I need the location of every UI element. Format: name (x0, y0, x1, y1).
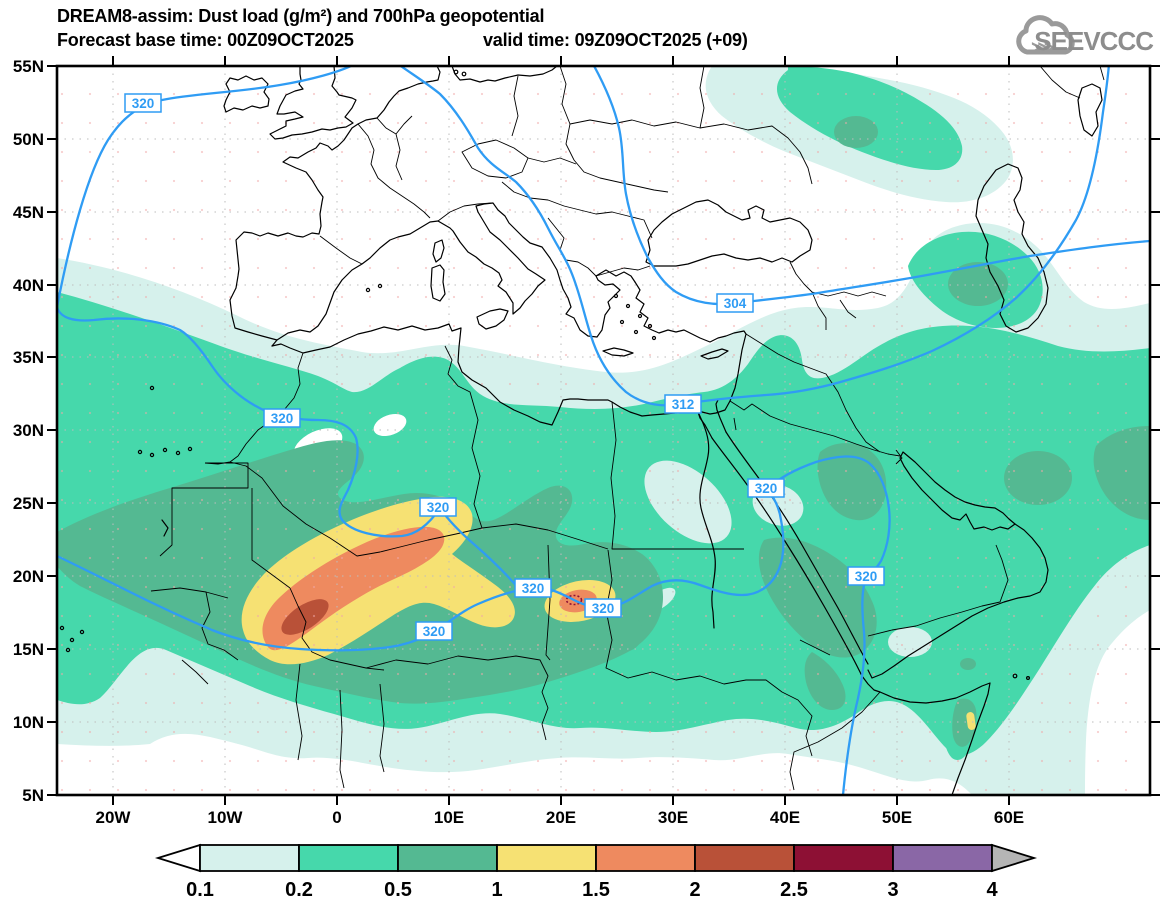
contour-label-text: 320 (755, 481, 778, 496)
lon-tick-label: 20E (546, 808, 576, 827)
contour-label-text: 320 (522, 581, 545, 596)
contour-label: 320 (584, 598, 622, 618)
contour-label: 320 (847, 566, 885, 586)
colorbar-arrow-above (991, 843, 1038, 873)
colorbar-label: 0.1 (186, 879, 214, 901)
lon-tick-label: 10E (434, 808, 464, 827)
lat-tick-label: 25N (13, 494, 44, 513)
lat-tick-label: 30N (13, 421, 44, 440)
cloud-icon (1016, 15, 1075, 55)
colorbar-label: 4 (986, 879, 998, 901)
lon-tick-label: 50E (882, 808, 912, 827)
lat-tick-label: 20N (13, 567, 44, 586)
lon-axis-labels: 20W 10W 0 10E 20E 30E 40E 50E 60E (96, 808, 1025, 827)
colorbar-label: 2.5 (780, 879, 808, 901)
contour-label: 304 (716, 293, 754, 313)
lat-tick-label: 40N (13, 276, 44, 295)
lon-tick-label: 10W (208, 808, 244, 827)
valid-time: valid time: 09Z09OCT2025 (+09) (483, 30, 748, 50)
stipple-overlay (57, 66, 1150, 795)
contour-label: 320 (263, 408, 301, 428)
colorbar-label: 0.5 (384, 879, 412, 901)
colorbar-cell (496, 844, 597, 872)
lat-tick-label: 45N (13, 203, 44, 222)
lat-tick-label: 10N (13, 713, 44, 732)
coastlines (59, 66, 1103, 795)
contour-label: 320 (415, 621, 453, 641)
contour-label: 320 (419, 497, 457, 517)
contour-label: 320 (514, 578, 552, 598)
colorbar-cell (892, 844, 993, 872)
lat-tick-label: 50N (13, 130, 44, 149)
colorbar-label: 0.2 (285, 879, 313, 901)
contour-label-text: 320 (855, 569, 878, 584)
lat-tick-label: 5N (22, 786, 44, 805)
contour-label: 320 (124, 93, 162, 113)
colorbar-label: 1.5 (582, 879, 610, 901)
page-title: DREAM8-assim: Dust load (g/m²) and 700hP… (57, 6, 544, 26)
country-borders (150, 66, 1105, 791)
contour-label: 312 (664, 394, 702, 414)
cloud-chevrons-icon: ⋙ (1031, 38, 1055, 57)
lon-tick-label: 40E (770, 808, 800, 827)
lon-tick-label: 20W (96, 808, 132, 827)
colorbar-cell (199, 844, 300, 872)
colorbar-arrow-below (154, 843, 201, 873)
lon-tick-label: 30E (658, 808, 688, 827)
lat-tick-label: 35N (13, 348, 44, 367)
colorbar-label: 2 (689, 879, 700, 901)
colorbar-label: 1 (491, 879, 502, 901)
contour-label-text: 320 (592, 601, 615, 616)
colorbar-cell (694, 844, 795, 872)
contour-labels: 320 320 320 320 320 320 320 320 312 304 (124, 93, 885, 641)
contour-label-text: 304 (724, 296, 747, 311)
contour-label-text: 320 (271, 411, 294, 426)
forecast-base-time: Forecast base time: 00Z09OCT2025 (57, 30, 354, 50)
lon-tick-label: 0 (332, 808, 341, 827)
axis-ticks (47, 56, 1160, 805)
colorbar-cell (595, 844, 696, 872)
seevccc-logo: ⋙ SEEVCCC (1016, 15, 1155, 57)
colorbar: 0.1 0.2 0.5 1 1.5 2 2.5 3 4 (154, 843, 1038, 901)
colorbar-cell (793, 844, 894, 872)
lat-axis-labels: 55N 50N 45N 40N 35N 30N 25N 20N 15N 10N … (13, 57, 44, 805)
contour-label-text: 320 (427, 500, 450, 515)
contour-label-text: 312 (672, 397, 695, 412)
colorbar-cell (298, 844, 399, 872)
contour-label: 320 (747, 478, 785, 498)
lon-tick-label: 60E (994, 808, 1024, 827)
logo-text: SEEVCCC (1034, 26, 1154, 56)
contour-label-text: 320 (132, 96, 155, 111)
lat-tick-label: 55N (13, 57, 44, 76)
colorbar-cell (397, 844, 498, 872)
lat-tick-label: 15N (13, 640, 44, 659)
contour-label-text: 320 (423, 624, 446, 639)
colorbar-label: 3 (887, 879, 898, 901)
